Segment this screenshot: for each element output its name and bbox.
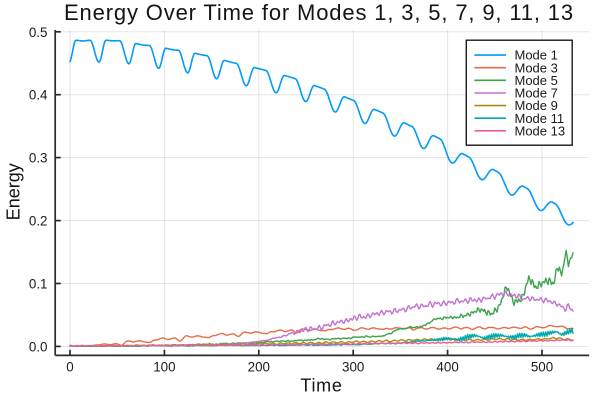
svg-text:Mode 5: Mode 5 [515, 73, 558, 88]
svg-text:Energy: Energy [4, 163, 24, 220]
svg-text:Energy Over Time for Modes 1,: Energy Over Time for Modes 1, 3, 5, 7, 9… [64, 0, 574, 25]
svg-text:400: 400 [436, 360, 458, 375]
svg-text:200: 200 [248, 360, 270, 375]
svg-text:300: 300 [342, 360, 364, 375]
svg-text:0: 0 [66, 360, 73, 375]
svg-text:Mode 1: Mode 1 [515, 48, 558, 63]
svg-text:Mode 9: Mode 9 [515, 98, 558, 113]
svg-text:Mode 11: Mode 11 [515, 111, 565, 126]
svg-text:Mode 3: Mode 3 [515, 60, 558, 75]
svg-text:0.3: 0.3 [29, 151, 48, 166]
svg-text:0.1: 0.1 [29, 277, 48, 292]
svg-text:Mode 13: Mode 13 [515, 123, 566, 138]
svg-text:Mode 7: Mode 7 [515, 86, 558, 101]
svg-text:0.2: 0.2 [29, 214, 48, 229]
svg-text:100: 100 [153, 360, 175, 375]
svg-text:0.5: 0.5 [29, 25, 48, 40]
svg-text:0.4: 0.4 [29, 88, 48, 103]
svg-text:Time: Time [300, 376, 342, 396]
svg-text:500: 500 [531, 360, 553, 375]
svg-text:0.0: 0.0 [29, 339, 48, 354]
